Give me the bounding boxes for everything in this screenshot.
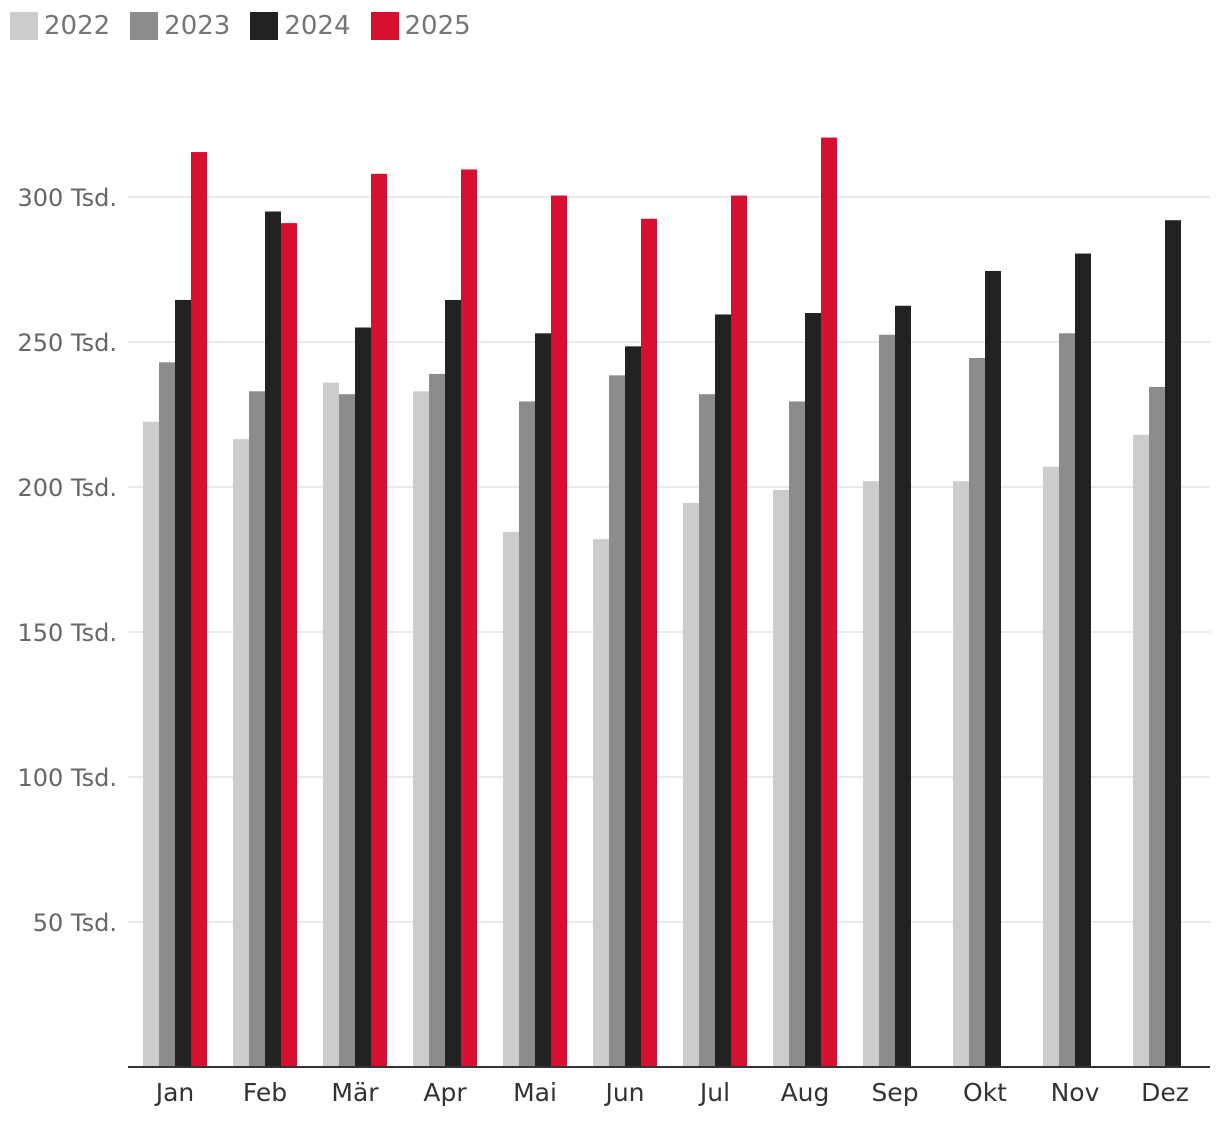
bar-2024-Nov[interactable] [1075,253,1091,1068]
x-tick-label: Okt [963,1078,1007,1107]
bar-2024-Jul[interactable] [715,314,731,1067]
chart-legend: 2022 2023 2024 2025 [10,8,491,44]
x-tick-label: Apr [423,1078,467,1107]
bar-2022-Dez[interactable] [1133,434,1149,1067]
y-tick-label: 300 Tsd. [18,184,118,212]
legend-swatch [10,12,38,40]
bar-2023-Jan[interactable] [159,362,175,1067]
bar-2023-Mär[interactable] [339,394,355,1067]
bar-2023-Sep[interactable] [879,334,895,1067]
bar-2024-Feb[interactable] [265,211,281,1068]
legend-label: 2022 [44,11,111,41]
bar-2022-Sep[interactable] [863,481,879,1067]
bar-2024-Aug[interactable] [805,313,821,1067]
bar-2025-Apr[interactable] [461,169,477,1067]
bar-2022-Mär[interactable] [323,382,339,1068]
bar-2023-Jul[interactable] [699,394,715,1067]
bar-2022-Apr[interactable] [413,391,429,1067]
x-tick-label: Aug [781,1078,830,1107]
y-tick-label: 150 Tsd. [18,619,118,647]
bar-2023-Jun[interactable] [609,375,625,1068]
legend-swatch [130,12,159,40]
x-tick-label: Mai [513,1078,557,1107]
bar-2025-Feb[interactable] [281,223,297,1068]
legend-swatch [370,12,399,40]
bars [143,137,1181,1068]
x-tick-label: Sep [871,1078,918,1107]
legend-item-2024[interactable]: 2024 [250,11,351,41]
legend-label: 2023 [164,11,231,41]
y-tick-label: 50 Tsd. [33,909,117,937]
x-tick-label: Jan [154,1078,195,1107]
legend-item-2023[interactable]: 2023 [130,11,230,41]
bar-2022-Jan[interactable] [143,421,159,1067]
bar-2022-Mai[interactable] [503,531,519,1067]
bar-2024-Okt[interactable] [985,270,1001,1067]
legend-label: 2024 [284,11,351,41]
legend-label: 2025 [404,11,471,41]
bar-2025-Mär[interactable] [371,173,387,1068]
bar-2024-Dez[interactable] [1165,220,1181,1067]
bar-2023-Nov[interactable] [1059,333,1075,1067]
x-axis-labels: Jan Feb Mär Apr Mai Jun Jul Aug Sep Okt Nov Dez [154,1078,1189,1107]
x-tick-label: Jul [698,1078,730,1107]
x-tick-label: Feb [243,1078,287,1107]
x-tick-label: Dez [1141,1078,1189,1107]
bar-2025-Jun[interactable] [641,218,657,1067]
bar-2024-Jun[interactable] [625,346,641,1068]
bar-2022-Jul[interactable] [683,502,699,1067]
y-tick-label: 100 Tsd. [18,764,118,792]
y-axis-labels: 50 Tsd. 100 Tsd. 150 Tsd. 200 Tsd. 250 Tsd. 3… [18,184,118,937]
legend-item-2025[interactable]: 2025 [370,11,471,41]
bar-2024-Mär[interactable] [355,327,371,1068]
bar-2022-Aug[interactable] [773,489,789,1067]
bar-2024-Apr[interactable] [445,299,461,1067]
gridlines [128,196,1210,923]
bar-2024-Mai[interactable] [535,333,551,1067]
bar-2025-Aug[interactable] [821,137,837,1068]
x-tick-label: Mär [331,1078,379,1107]
bar-2022-Jun[interactable] [593,539,609,1067]
bar-2023-Apr[interactable] [429,373,445,1067]
x-tick-label: Nov [1051,1078,1100,1107]
bar-2023-Mai[interactable] [519,401,535,1067]
bar-2023-Feb[interactable] [249,391,265,1067]
bar-2025-Jul[interactable] [731,195,747,1068]
bar-2024-Sep[interactable] [895,305,911,1067]
bar-2023-Okt[interactable] [969,357,985,1067]
bar-2022-Okt[interactable] [953,481,969,1067]
y-tick-label: 250 Tsd. [18,329,118,357]
bar-2022-Feb[interactable] [233,439,249,1067]
bar-2025-Mai[interactable] [551,195,567,1068]
bar-2024-Jan[interactable] [175,299,191,1067]
x-tick-label: Jun [603,1078,644,1107]
bar-2022-Nov[interactable] [1043,466,1059,1067]
bar-2025-Jan[interactable] [191,152,207,1068]
bar-2023-Dez[interactable] [1149,386,1165,1067]
y-tick-label: 200 Tsd. [18,474,118,502]
legend-swatch [250,12,279,40]
bar-2023-Aug[interactable] [789,401,805,1067]
legend-item-2022[interactable]: 2022 [10,11,110,41]
